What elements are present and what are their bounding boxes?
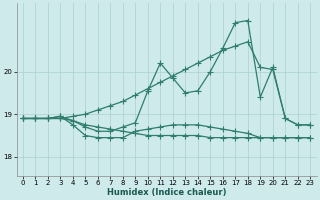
X-axis label: Humidex (Indice chaleur): Humidex (Indice chaleur) — [107, 188, 226, 197]
